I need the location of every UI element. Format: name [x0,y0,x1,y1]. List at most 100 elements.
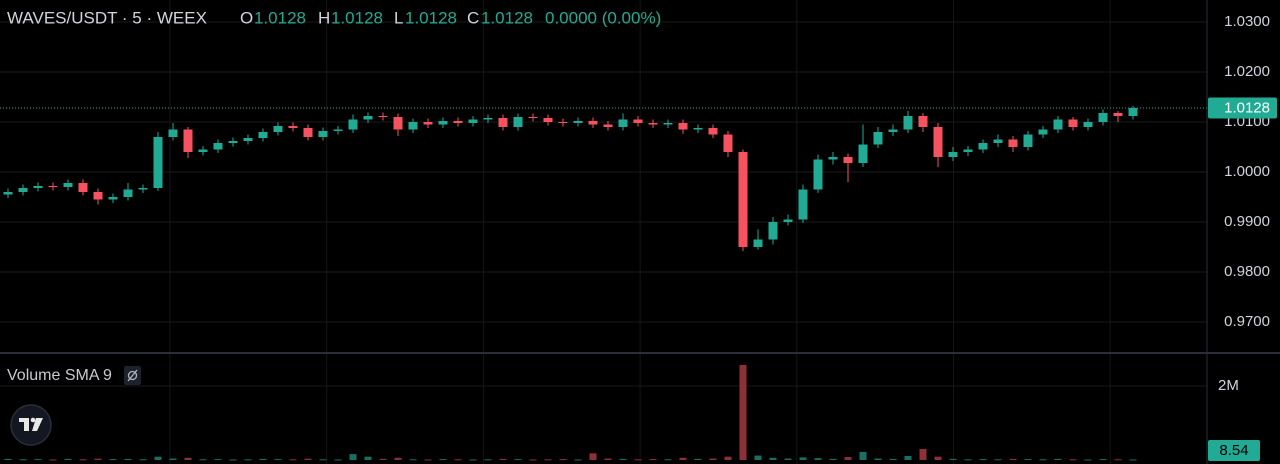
grid [0,21,1207,387]
candle-body [933,127,943,157]
volume-bar [814,458,822,460]
volume-bar [469,459,477,461]
volume-bar [79,459,87,461]
legend-label: H [318,8,330,27]
volume-bar [829,458,837,460]
candle-body [213,143,223,150]
candle-body [978,143,988,150]
candle-body [273,126,283,132]
y-tick-label: 1.0000 [1224,163,1270,180]
volume-bar [274,459,282,461]
candle-body [738,152,748,247]
volume-bar [964,459,972,461]
candle-body [123,189,133,197]
candle-body [288,126,298,128]
candle-body [948,152,958,157]
candle-body [693,128,703,130]
candle-body [348,119,358,130]
volume-bar [154,456,162,460]
volume-bar [499,458,507,460]
candle-body [1053,119,1063,130]
candle-body [363,116,373,120]
candle-body [813,159,823,190]
candle-body [1098,113,1108,122]
legend-value: 1.0128 [331,8,383,27]
volume-bar [1054,458,1062,460]
candle-body [228,141,238,143]
candle-body [378,116,388,117]
candle-body [873,132,883,145]
volume-bar [694,458,702,460]
volume-bar [289,459,297,461]
volume-bar [619,458,627,460]
candle-body [1068,119,1078,127]
candle-body [1083,122,1093,127]
candle-body [153,137,163,188]
volume-bar [874,458,882,460]
last-price-label: 1.0128 [1224,99,1270,116]
candle-body [483,118,493,120]
volume-bar [424,459,432,461]
candle-body [303,128,313,137]
y-tick-label: 0.9700 [1224,313,1270,330]
last-price-box [1208,97,1277,119]
legend-value: 1.0128 [254,8,306,27]
candle-body [543,118,553,122]
volume-bar [394,457,402,460]
volume-bar [49,459,57,461]
volume-bar [379,458,387,460]
candle-body [858,144,868,163]
candle-body [18,188,28,192]
candle-body [708,128,718,135]
candle-body [408,122,418,130]
volume-bar [934,456,942,460]
candle-body [963,149,973,152]
legend-label: C [467,8,479,27]
volume-bar [439,459,447,461]
volume-bar [1099,459,1107,461]
candle-body [528,117,538,118]
legend-label: O [240,8,253,27]
candle-body [783,219,793,222]
volume-bar [649,459,657,461]
volume-bar [604,458,612,460]
legend-value: 1.0128 [405,8,457,27]
volume-bar [184,457,192,460]
candle-body [183,129,193,152]
candle-body [993,139,1003,143]
volume-bar [889,458,897,460]
volume-bar [754,455,762,460]
volume-bar [214,459,222,461]
volume-bar [709,458,717,460]
volume-bar [919,448,927,460]
marks [0,106,1207,461]
volume-bar [319,459,327,461]
candle-body [618,119,628,127]
candle-body [648,123,658,125]
volume-bar [349,454,357,460]
y-tick-label: 0.9800 [1224,263,1270,280]
tradingview-logo[interactable] [10,404,52,446]
volume-bar [589,453,597,460]
candle-body [258,132,268,138]
volume-bar [304,458,312,460]
candle-body [93,192,103,200]
y-tick-label: 1.0300 [1224,13,1270,30]
candle-body [753,239,763,247]
volume-bar [484,459,492,461]
candle-body [468,119,478,123]
volume-bar [229,459,237,461]
candle-body [168,129,178,137]
volume-bar [259,458,267,460]
candle-body [1008,139,1018,147]
legend-label: L [394,8,403,27]
candle-body [1038,129,1048,135]
volume-bar [544,459,552,461]
candle-body [48,186,58,187]
candle-body [678,123,688,130]
hide-icon[interactable] [124,366,141,385]
y-tick-label: 1.0200 [1224,63,1270,80]
volume-bar [664,459,672,461]
candle-body [558,122,568,123]
